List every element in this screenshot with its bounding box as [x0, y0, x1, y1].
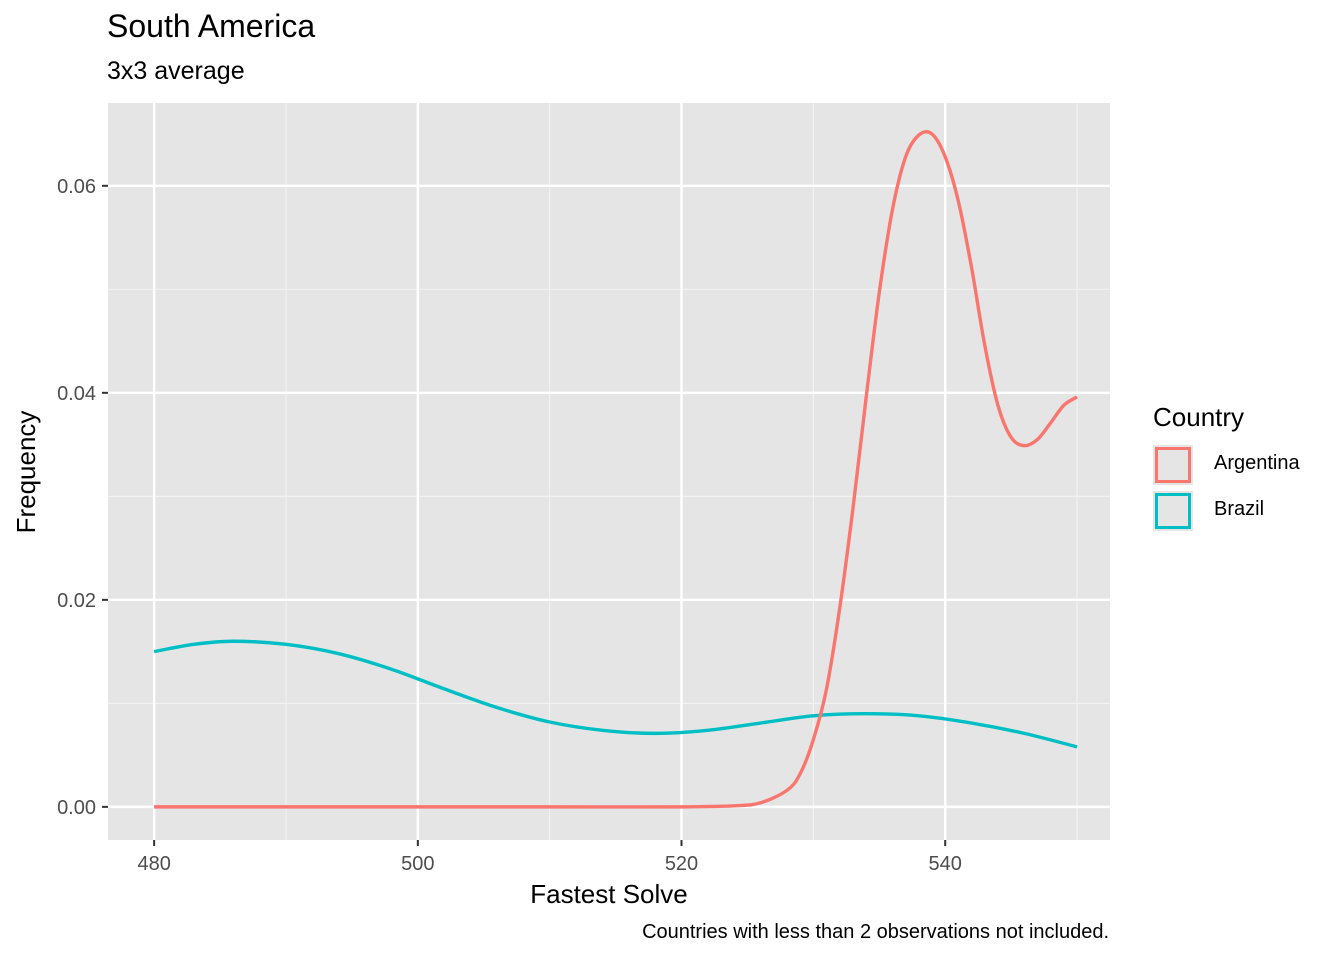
y-tick-label: 0.06 [57, 176, 96, 198]
legend-swatch-argentina [1155, 447, 1191, 483]
legend-label-brazil: Brazil [1214, 498, 1265, 520]
legend-item-argentina: Argentina [1153, 445, 1300, 491]
x-tick-label: 480 [137, 853, 170, 875]
y-tick-label: 0.00 [57, 797, 96, 819]
legend-item-brazil: Brazil [1153, 491, 1264, 537]
chart-title: South America [107, 8, 316, 44]
chart-caption: Countries with less than 2 observations … [642, 921, 1109, 943]
legend-swatch-brazil [1155, 493, 1191, 529]
series-line-argentina [154, 130, 1078, 809]
x-tick-label: 520 [665, 853, 698, 875]
y-tick-label: 0.04 [57, 383, 96, 405]
legend-label-argentina: Argentina [1214, 452, 1300, 474]
y-tick-label: 0.02 [57, 590, 96, 612]
legend: Country Argentina Brazil [1153, 402, 1300, 537]
y-axis-label: Frequency [11, 411, 41, 534]
chart-subtitle: 3x3 average [107, 57, 245, 85]
x-tick-label: 500 [401, 853, 434, 875]
legend-title: Country [1153, 402, 1245, 432]
series-line-brazil [153, 639, 1078, 749]
x-axis-label: Fastest Solve [530, 879, 688, 909]
x-tick-label: 540 [929, 853, 962, 875]
legend-key-argentina [1153, 445, 1193, 485]
legend-key-brazil [1153, 491, 1193, 531]
